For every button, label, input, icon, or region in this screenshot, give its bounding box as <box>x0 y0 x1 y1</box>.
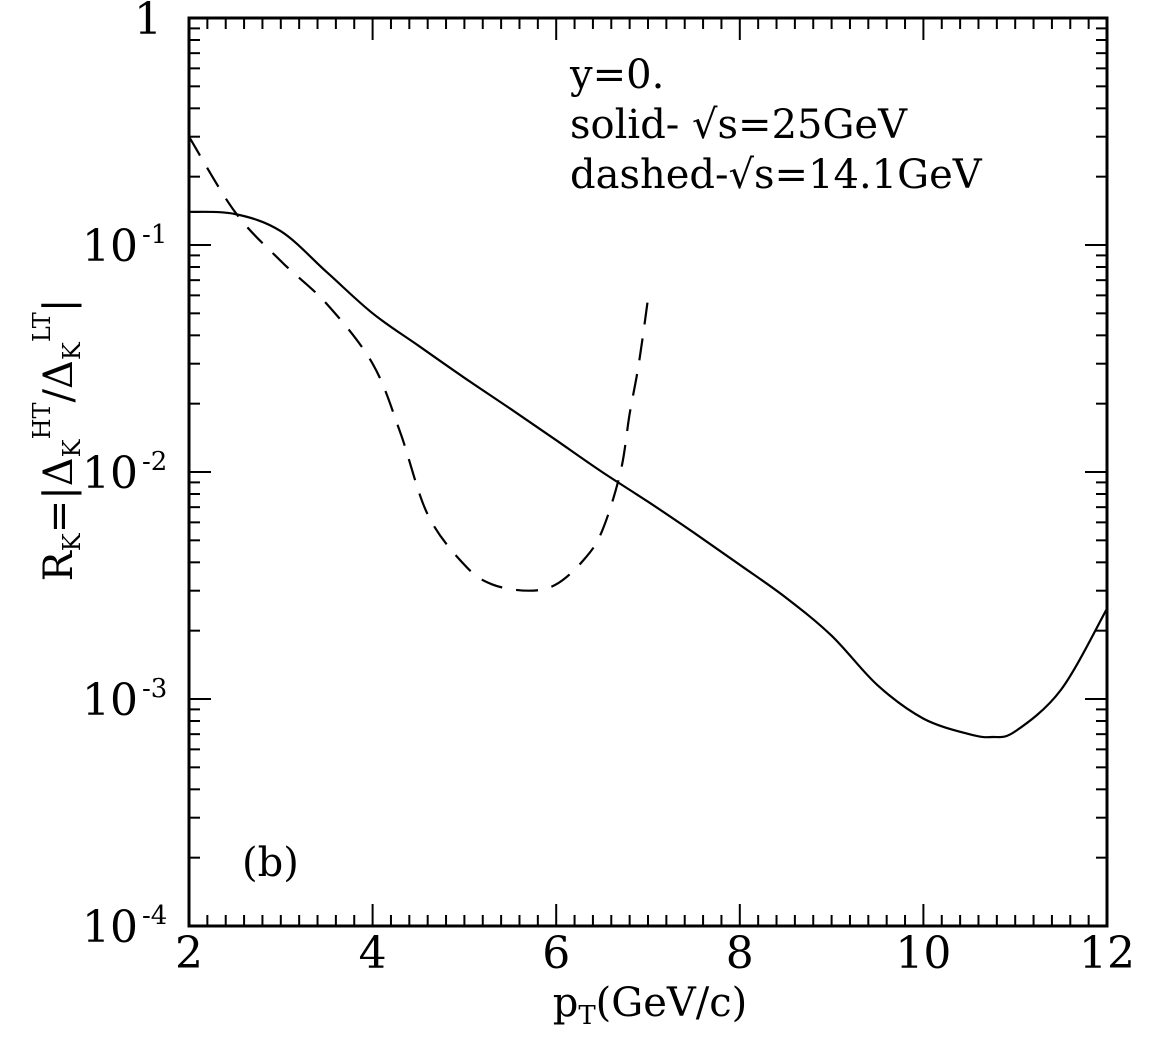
x-axis-title: pT(GeV/c) <box>553 980 748 1031</box>
minor-ticks <box>188 18 1108 926</box>
y-title-num-sup: HT <box>28 402 56 439</box>
x-axis-title-base: p <box>553 980 579 1026</box>
y-tick-exponent: -2 <box>142 447 167 477</box>
y-tick-label: 10 <box>82 902 138 953</box>
dashed-series-line <box>188 136 650 592</box>
x-tick-label: 4 <box>359 928 387 979</box>
y-tick-exponent: -3 <box>142 674 167 704</box>
x-tick-label: 2 <box>175 928 203 979</box>
y-tick-label: 10 <box>82 448 138 499</box>
legend-line-solid: solid- √s=25GeV <box>570 102 908 148</box>
y-title-den-sup: LT <box>28 312 56 342</box>
y-title-slash: /Δ <box>36 360 82 402</box>
x-tick-label: 6 <box>542 928 570 979</box>
panel-label: (b) <box>242 840 299 886</box>
y-tick-label: 10 <box>82 221 138 272</box>
y-axis-title: RK=|ΔKHT/ΔKLT| <box>28 299 86 582</box>
x-tick-label: 10 <box>895 928 951 979</box>
y-tick-labels: 110-110-210-310-4 <box>82 0 167 953</box>
solid-series-line <box>188 210 1108 739</box>
x-axis-title-sub: T <box>578 1001 596 1031</box>
y-tick-label: 1 <box>134 0 162 45</box>
x-tick-labels: 2 4 6 8 10 12 <box>175 928 1135 979</box>
y-tick-exponent: -1 <box>142 220 167 250</box>
y-title-den-sub: K <box>58 341 86 360</box>
y-title-eq: =|Δ <box>36 457 82 533</box>
y-title-r: R <box>36 549 82 581</box>
y-title-num-sub: K <box>58 438 86 457</box>
legend-line-dashed: dashed-√s=14.1GeV <box>570 152 983 198</box>
series-layer <box>188 136 1108 739</box>
y-title-close: | <box>36 299 82 312</box>
legend-line-y: y=0. <box>569 52 664 98</box>
y-title-r-sub: K <box>58 532 86 551</box>
x-axis-title-rest: (GeV/c) <box>596 980 748 1026</box>
x-tick-label: 8 <box>726 928 754 979</box>
major-ticks <box>189 17 1107 927</box>
y-tick-label: 10 <box>82 675 138 726</box>
y-tick-exponent: -4 <box>142 901 167 931</box>
x-tick-label: 12 <box>1079 928 1135 979</box>
